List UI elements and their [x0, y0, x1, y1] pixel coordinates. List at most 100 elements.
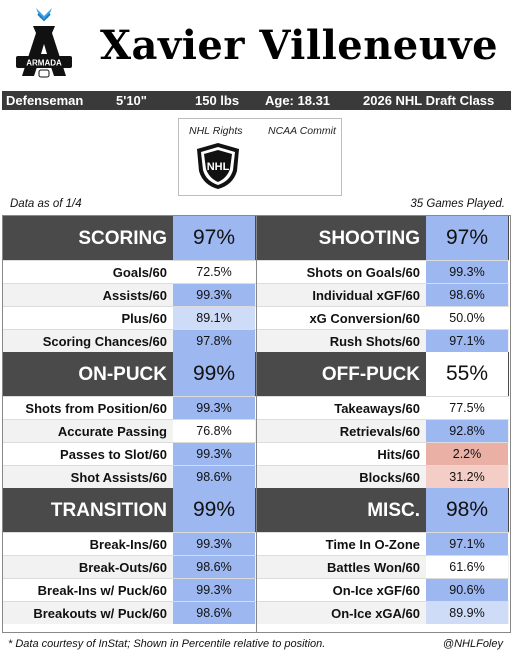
- stat-label: On-Ice xGF/60: [332, 583, 420, 598]
- stat-row: Assists/60 99.3%: [3, 283, 256, 306]
- stat-value: 98.6%: [426, 284, 508, 306]
- position: Defenseman: [6, 93, 84, 108]
- stat-value: 97.1%: [426, 533, 508, 555]
- section-percentile: 55%: [426, 352, 508, 396]
- stat-label: Individual xGF/60: [312, 288, 420, 303]
- stat-label: Break-Ins w/ Puck/60: [37, 583, 167, 598]
- stat-row: Battles Won/60 61.6%: [256, 555, 509, 578]
- stat-label: Shots on Goals/60: [306, 265, 420, 280]
- section-header: SHOOTING 97%: [256, 216, 509, 260]
- stat-value: 97.8%: [173, 330, 255, 352]
- stat-row: Accurate Passing 76.8%: [3, 419, 256, 442]
- section-percentile: 99%: [173, 352, 255, 396]
- stat-value: 97.1%: [426, 330, 508, 352]
- stat-value: 99.3%: [173, 443, 255, 465]
- rights-box: NHL Rights NCAA Commit NHL: [178, 118, 342, 196]
- stat-value: 98.6%: [173, 556, 255, 578]
- ncaa-commit-label: NCAA Commit: [268, 125, 336, 137]
- stat-row: On-Ice xGA/60 89.9%: [256, 601, 509, 624]
- stat-value: 98.6%: [173, 466, 255, 488]
- stat-label: Break-Outs/60: [78, 560, 167, 575]
- games-played: 35 Games Played.: [410, 198, 505, 210]
- team-logo-text: ARMADA: [26, 59, 62, 68]
- stat-value: 61.6%: [426, 556, 508, 578]
- stat-label: On-Ice xGA/60: [331, 606, 420, 621]
- draft-class: 2026 NHL Draft Class: [363, 93, 495, 108]
- stat-row: Time In O-Zone 97.1%: [256, 532, 509, 555]
- stat-value: 89.1%: [173, 307, 255, 329]
- stat-label: Retrievals/60: [339, 424, 420, 439]
- stat-value: 31.2%: [426, 466, 508, 488]
- stat-label: Shots from Position/60: [25, 401, 167, 416]
- stat-label: Blocks/60: [359, 470, 420, 485]
- stat-label: Passes to Slot/60: [60, 447, 167, 462]
- stat-row: Shots on Goals/60 99.3%: [256, 260, 509, 283]
- stat-label: Time In O-Zone: [325, 537, 420, 552]
- data-as-of: Data as of 1/4: [10, 198, 82, 210]
- height: 5'10": [116, 93, 147, 108]
- stat-value: 99.3%: [173, 397, 255, 419]
- section-header: ON-PUCK 99%: [3, 352, 256, 396]
- stat-label: Plus/60: [121, 311, 167, 326]
- stat-label: Takeaways/60: [334, 401, 420, 416]
- team-logo: ARMADA: [16, 8, 72, 78]
- stat-row: Shot Assists/60 98.6%: [3, 465, 256, 488]
- player-name: Xavier Villeneuve: [100, 22, 499, 69]
- section-title: MISC.: [367, 500, 420, 521]
- stat-value: 99.3%: [173, 533, 255, 555]
- stat-row: Takeaways/60 77.5%: [256, 396, 509, 419]
- age: Age: 18.31: [265, 93, 331, 108]
- stat-label: Break-Ins/60: [89, 537, 167, 552]
- stat-value: 77.5%: [426, 397, 508, 419]
- stat-label: Breakouts w/ Puck/60: [33, 606, 167, 621]
- stat-label: Accurate Passing: [57, 424, 167, 439]
- stat-row: Break-Ins/60 99.3%: [3, 532, 256, 555]
- stat-row: Passes to Slot/60 99.3%: [3, 442, 256, 465]
- section-percentile: 97%: [173, 216, 255, 260]
- stat-row: On-Ice xGF/60 90.6%: [256, 578, 509, 601]
- section-header: TRANSITION 99%: [3, 488, 256, 532]
- column-divider: [256, 216, 257, 632]
- stat-value: 98.6%: [173, 602, 255, 624]
- stat-row: Break-Ins w/ Puck/60 99.3%: [3, 578, 256, 601]
- stat-value: 99.3%: [426, 261, 508, 283]
- stat-row: Rush Shots/60 97.1%: [256, 329, 509, 352]
- footer-handle: @NHLFoley: [442, 638, 503, 650]
- footer-note: * Data courtesy of InStat; Shown in Perc…: [8, 638, 326, 650]
- stat-value: 76.8%: [173, 420, 255, 442]
- stat-row: Goals/60 72.5%: [3, 260, 256, 283]
- section-percentile: 98%: [426, 488, 508, 532]
- stat-value: 90.6%: [426, 579, 508, 601]
- stat-row: Scoring Chances/60 97.8%: [3, 329, 256, 352]
- stat-row: xG Conversion/60 50.0%: [256, 306, 509, 329]
- stat-value: 92.8%: [426, 420, 508, 442]
- section-percentile: 97%: [426, 216, 508, 260]
- section-percentile: 99%: [173, 488, 255, 532]
- stat-label: Goals/60: [112, 265, 167, 280]
- weight: 150 lbs: [195, 93, 240, 108]
- section-title: ON-PUCK: [78, 364, 167, 385]
- player-info-bar: Defenseman 5'10" 150 lbs Age: 18.31 2026…: [2, 91, 511, 110]
- stat-label: Rush Shots/60: [329, 334, 420, 349]
- stat-label: Scoring Chances/60: [42, 334, 167, 349]
- stat-row: Hits/60 2.2%: [256, 442, 509, 465]
- stat-row: Individual xGF/60 98.6%: [256, 283, 509, 306]
- stat-row: Retrievals/60 92.8%: [256, 419, 509, 442]
- stat-row: Break-Outs/60 98.6%: [3, 555, 256, 578]
- stat-value: 99.3%: [173, 579, 255, 601]
- stat-label: Shot Assists/60: [70, 470, 167, 485]
- nhl-shield-icon: NHL: [197, 143, 239, 189]
- stat-label: Battles Won/60: [327, 560, 420, 575]
- nhl-rights-label: NHL Rights: [189, 125, 243, 137]
- stat-row: Blocks/60 31.2%: [256, 465, 509, 488]
- section-title: OFF-PUCK: [321, 364, 420, 385]
- section-title: SCORING: [78, 228, 167, 249]
- percentile-grid: SCORING 97% Goals/60 72.5% Assists/60 99.3% Pl…: [2, 215, 511, 633]
- stat-value: 99.3%: [173, 284, 255, 306]
- section-header: MISC. 98%: [256, 488, 509, 532]
- header: ARMADA Xavier Villeneuve: [0, 0, 515, 90]
- stat-row: Shots from Position/60 99.3%: [3, 396, 256, 419]
- stat-value: 89.9%: [426, 602, 508, 624]
- section-title: SHOOTING: [318, 228, 420, 249]
- stat-row: Plus/60 89.1%: [3, 306, 256, 329]
